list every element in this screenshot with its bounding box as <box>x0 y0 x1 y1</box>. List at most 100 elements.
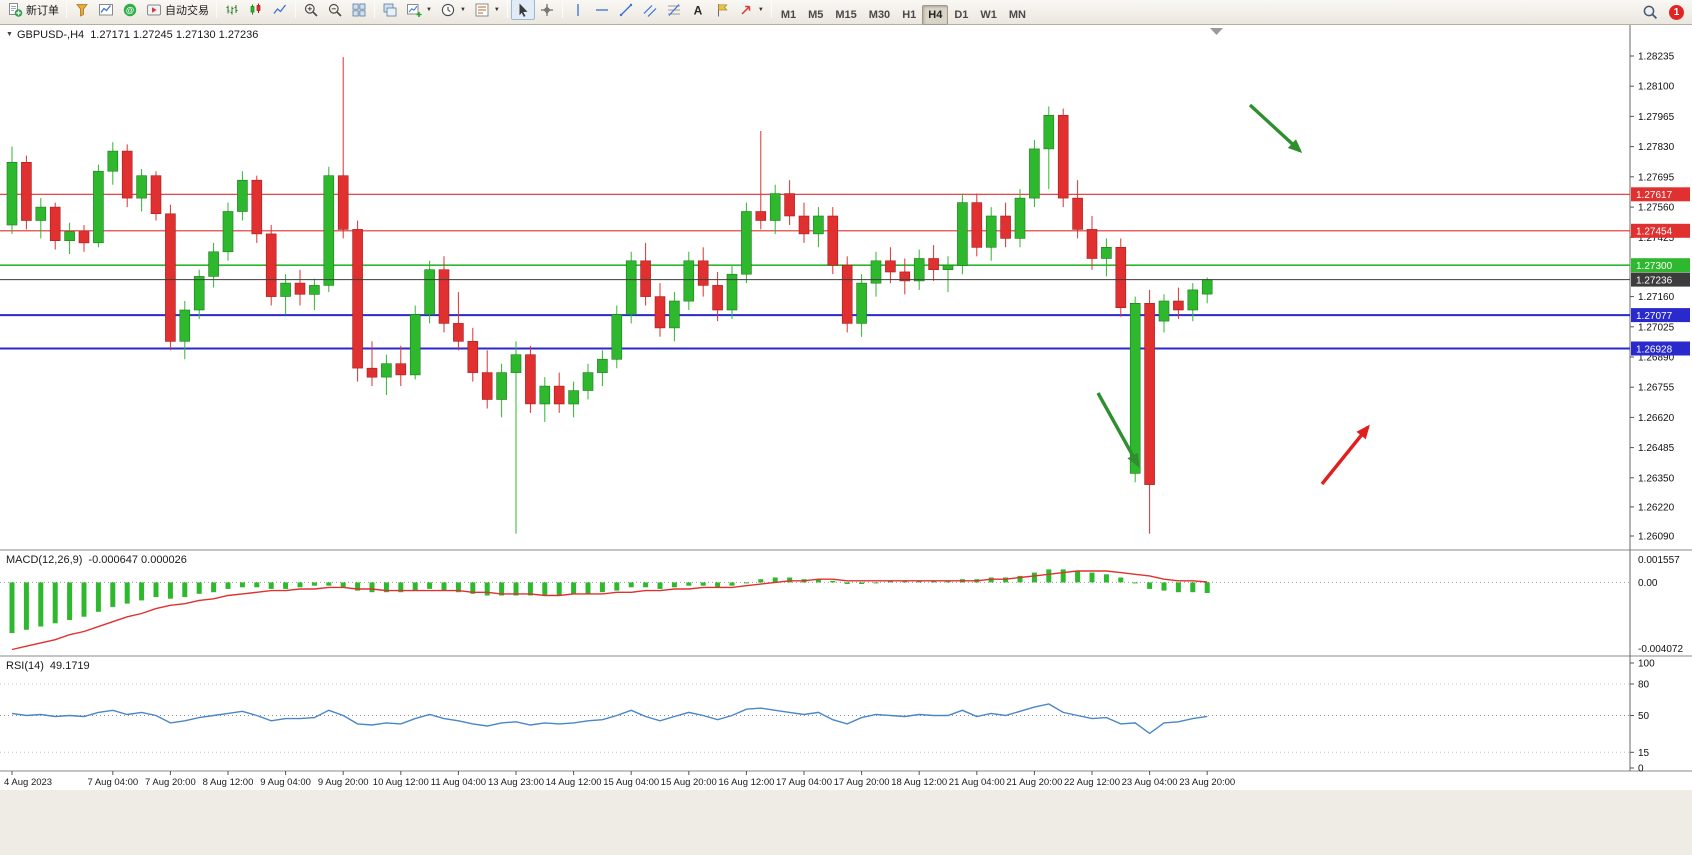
cascade-windows-button[interactable] <box>378 0 402 20</box>
svg-text:1.27300: 1.27300 <box>1636 261 1673 272</box>
rsi-label: RSI(14) <box>6 660 44 672</box>
vertical-line-button[interactable] <box>566 0 590 20</box>
fibonacci-icon <box>666 2 682 18</box>
time-axis[interactable]: 4 Aug 2023 7 Aug 04:00 7 Aug 20:00 8 Aug 12… <box>4 771 1235 788</box>
cursor-button[interactable] <box>510 0 535 21</box>
annotation-arrows[interactable] <box>1096 103 1370 486</box>
toolbar-separator <box>770 0 772 18</box>
svg-text:1.27077: 1.27077 <box>1636 311 1673 322</box>
notification-badge[interactable]: 1 <box>1669 4 1684 20</box>
data-window-button[interactable] <box>94 0 118 20</box>
tile-windows-icon <box>351 2 367 18</box>
crosshair-button[interactable] <box>535 0 559 20</box>
svg-text:0.001557: 0.001557 <box>1638 555 1680 566</box>
rsi-panel <box>0 683 1630 753</box>
community-icon: @ <box>122 2 138 18</box>
bar-chart-button[interactable] <box>220 0 244 20</box>
templates-button[interactable]: ▼ <box>470 0 504 20</box>
trendline-button[interactable] <box>614 0 638 20</box>
svg-text:0: 0 <box>1638 764 1644 775</box>
symbol-dropdown-icon[interactable]: ▼ <box>6 31 13 38</box>
new-chart-button[interactable]: ▼ <box>402 0 436 20</box>
timeframe-m30-button[interactable]: M30 <box>868 8 891 21</box>
timeframe-d1-button[interactable]: D1 <box>954 8 969 21</box>
equidistant-channel-button[interactable] <box>638 0 662 20</box>
svg-text:80: 80 <box>1638 680 1650 691</box>
svg-text:11 Aug 04:00: 11 Aug 04:00 <box>431 777 486 788</box>
price-axis[interactable]: 1.28235 1.28100 1.27965 1.27830 1.27695 1.275… <box>1630 52 1683 775</box>
svg-text:21 Aug 04:00: 21 Aug 04:00 <box>949 777 1005 788</box>
toolbar-separator <box>561 0 563 18</box>
zoom-in-icon <box>303 2 319 18</box>
svg-text:14 Aug 12:00: 14 Aug 12:00 <box>546 777 602 788</box>
timeframe-h4-button[interactable]: H4 <box>922 4 949 25</box>
svg-text:1.27236: 1.27236 <box>1636 275 1673 286</box>
rsi-line <box>11 703 1208 735</box>
community-button[interactable]: @ <box>118 0 142 20</box>
text-icon: A <box>690 2 706 18</box>
macd-panel <box>0 569 1630 651</box>
svg-text:7 Aug 04:00: 7 Aug 04:00 <box>87 777 138 788</box>
periods-button[interactable]: ▼ <box>436 0 470 20</box>
svg-text:1.28235: 1.28235 <box>1638 52 1675 63</box>
timeframe-w1-button[interactable]: W1 <box>980 8 997 21</box>
svg-text:1.28100: 1.28100 <box>1638 82 1675 93</box>
autotrading-button[interactable]: 自动交易 <box>142 0 213 20</box>
caret-down-icon: ▼ <box>426 6 432 13</box>
cascade-icon <box>382 2 398 18</box>
search-icon <box>1642 4 1658 20</box>
macd-signal-line <box>11 570 1208 651</box>
timeframe-m5-button[interactable]: M5 <box>808 8 824 21</box>
ohlc-values: 1.27171 1.27245 1.27130 1.27236 <box>90 29 259 41</box>
tile-windows-button[interactable] <box>347 0 371 20</box>
svg-text:-0.004072: -0.004072 <box>1638 644 1683 655</box>
label-button[interactable] <box>710 0 734 20</box>
timeframe-m1-button[interactable]: M1 <box>780 8 797 21</box>
svg-text:1.26620: 1.26620 <box>1638 413 1675 424</box>
panel-dividers[interactable] <box>0 25 1692 772</box>
svg-text:23 Aug 20:00: 23 Aug 20:00 <box>1179 777 1235 788</box>
svg-text:50: 50 <box>1638 711 1650 722</box>
svg-text:1.27160: 1.27160 <box>1638 292 1675 303</box>
new-chart-icon <box>406 2 422 18</box>
zoom-out-icon <box>327 2 343 18</box>
svg-text:1.26485: 1.26485 <box>1638 443 1675 454</box>
svg-text:1.26220: 1.26220 <box>1638 502 1675 513</box>
profile-chart-icon <box>98 2 114 18</box>
timeframe-h1-button[interactable]: H1 <box>902 8 917 21</box>
chart-window[interactable]: 1.28235 1.28100 1.27965 1.27830 1.27695 1.275… <box>0 25 1692 855</box>
svg-text:15: 15 <box>1638 748 1650 759</box>
svg-text:17 Aug 04:00: 17 Aug 04:00 <box>776 777 832 788</box>
zoom-in-button[interactable] <box>299 0 323 20</box>
caret-down-icon: ▼ <box>493 6 500 13</box>
fibonacci-button[interactable] <box>662 0 686 20</box>
toolbar-separator <box>506 0 508 18</box>
search-button[interactable] <box>1638 2 1662 23</box>
line-chart-button[interactable] <box>268 0 292 20</box>
timeframe-m15-button[interactable]: M15 <box>835 8 857 21</box>
chart-canvas[interactable]: 1.28235 1.28100 1.27965 1.27830 1.27695 1.275… <box>0 25 1692 855</box>
new-order-button[interactable]: 新订单 <box>3 0 63 20</box>
svg-text:1.27965: 1.27965 <box>1638 112 1675 123</box>
timeframe-mn-button[interactable]: MN <box>1008 8 1026 21</box>
rsi-indicator-title: RSI(14) 49.1719 <box>6 660 90 672</box>
clock-icon <box>440 2 456 18</box>
chart-shift-marker[interactable] <box>1210 28 1223 35</box>
toolbar-buttons: 新订单 @ 自动交易 ▼ ▼ ▼ A ▼ M1 M5 M15 M30 H1 H4 D1 W1 MN <box>3 0 1032 25</box>
chart-candles-icon <box>248 2 264 18</box>
zoom-out-button[interactable] <box>323 0 347 20</box>
svg-text:1.27830: 1.27830 <box>1638 142 1675 153</box>
new-order-icon <box>7 2 23 18</box>
market-depth-button[interactable] <box>70 0 94 20</box>
horizontal-line-button[interactable] <box>590 0 614 20</box>
chart-bars-icon <box>224 2 240 18</box>
text-button[interactable]: A <box>686 0 710 20</box>
trendline-icon <box>618 2 634 18</box>
caret-down-icon: ▼ <box>757 6 764 13</box>
toolbar-separator <box>216 0 217 18</box>
hline-icon <box>594 2 610 18</box>
svg-text:10 Aug 12:00: 10 Aug 12:00 <box>373 777 429 788</box>
arrows-button[interactable]: ▼ <box>734 0 768 20</box>
candlestick-chart-button[interactable] <box>244 0 268 20</box>
svg-text:9 Aug 04:00: 9 Aug 04:00 <box>260 777 311 788</box>
